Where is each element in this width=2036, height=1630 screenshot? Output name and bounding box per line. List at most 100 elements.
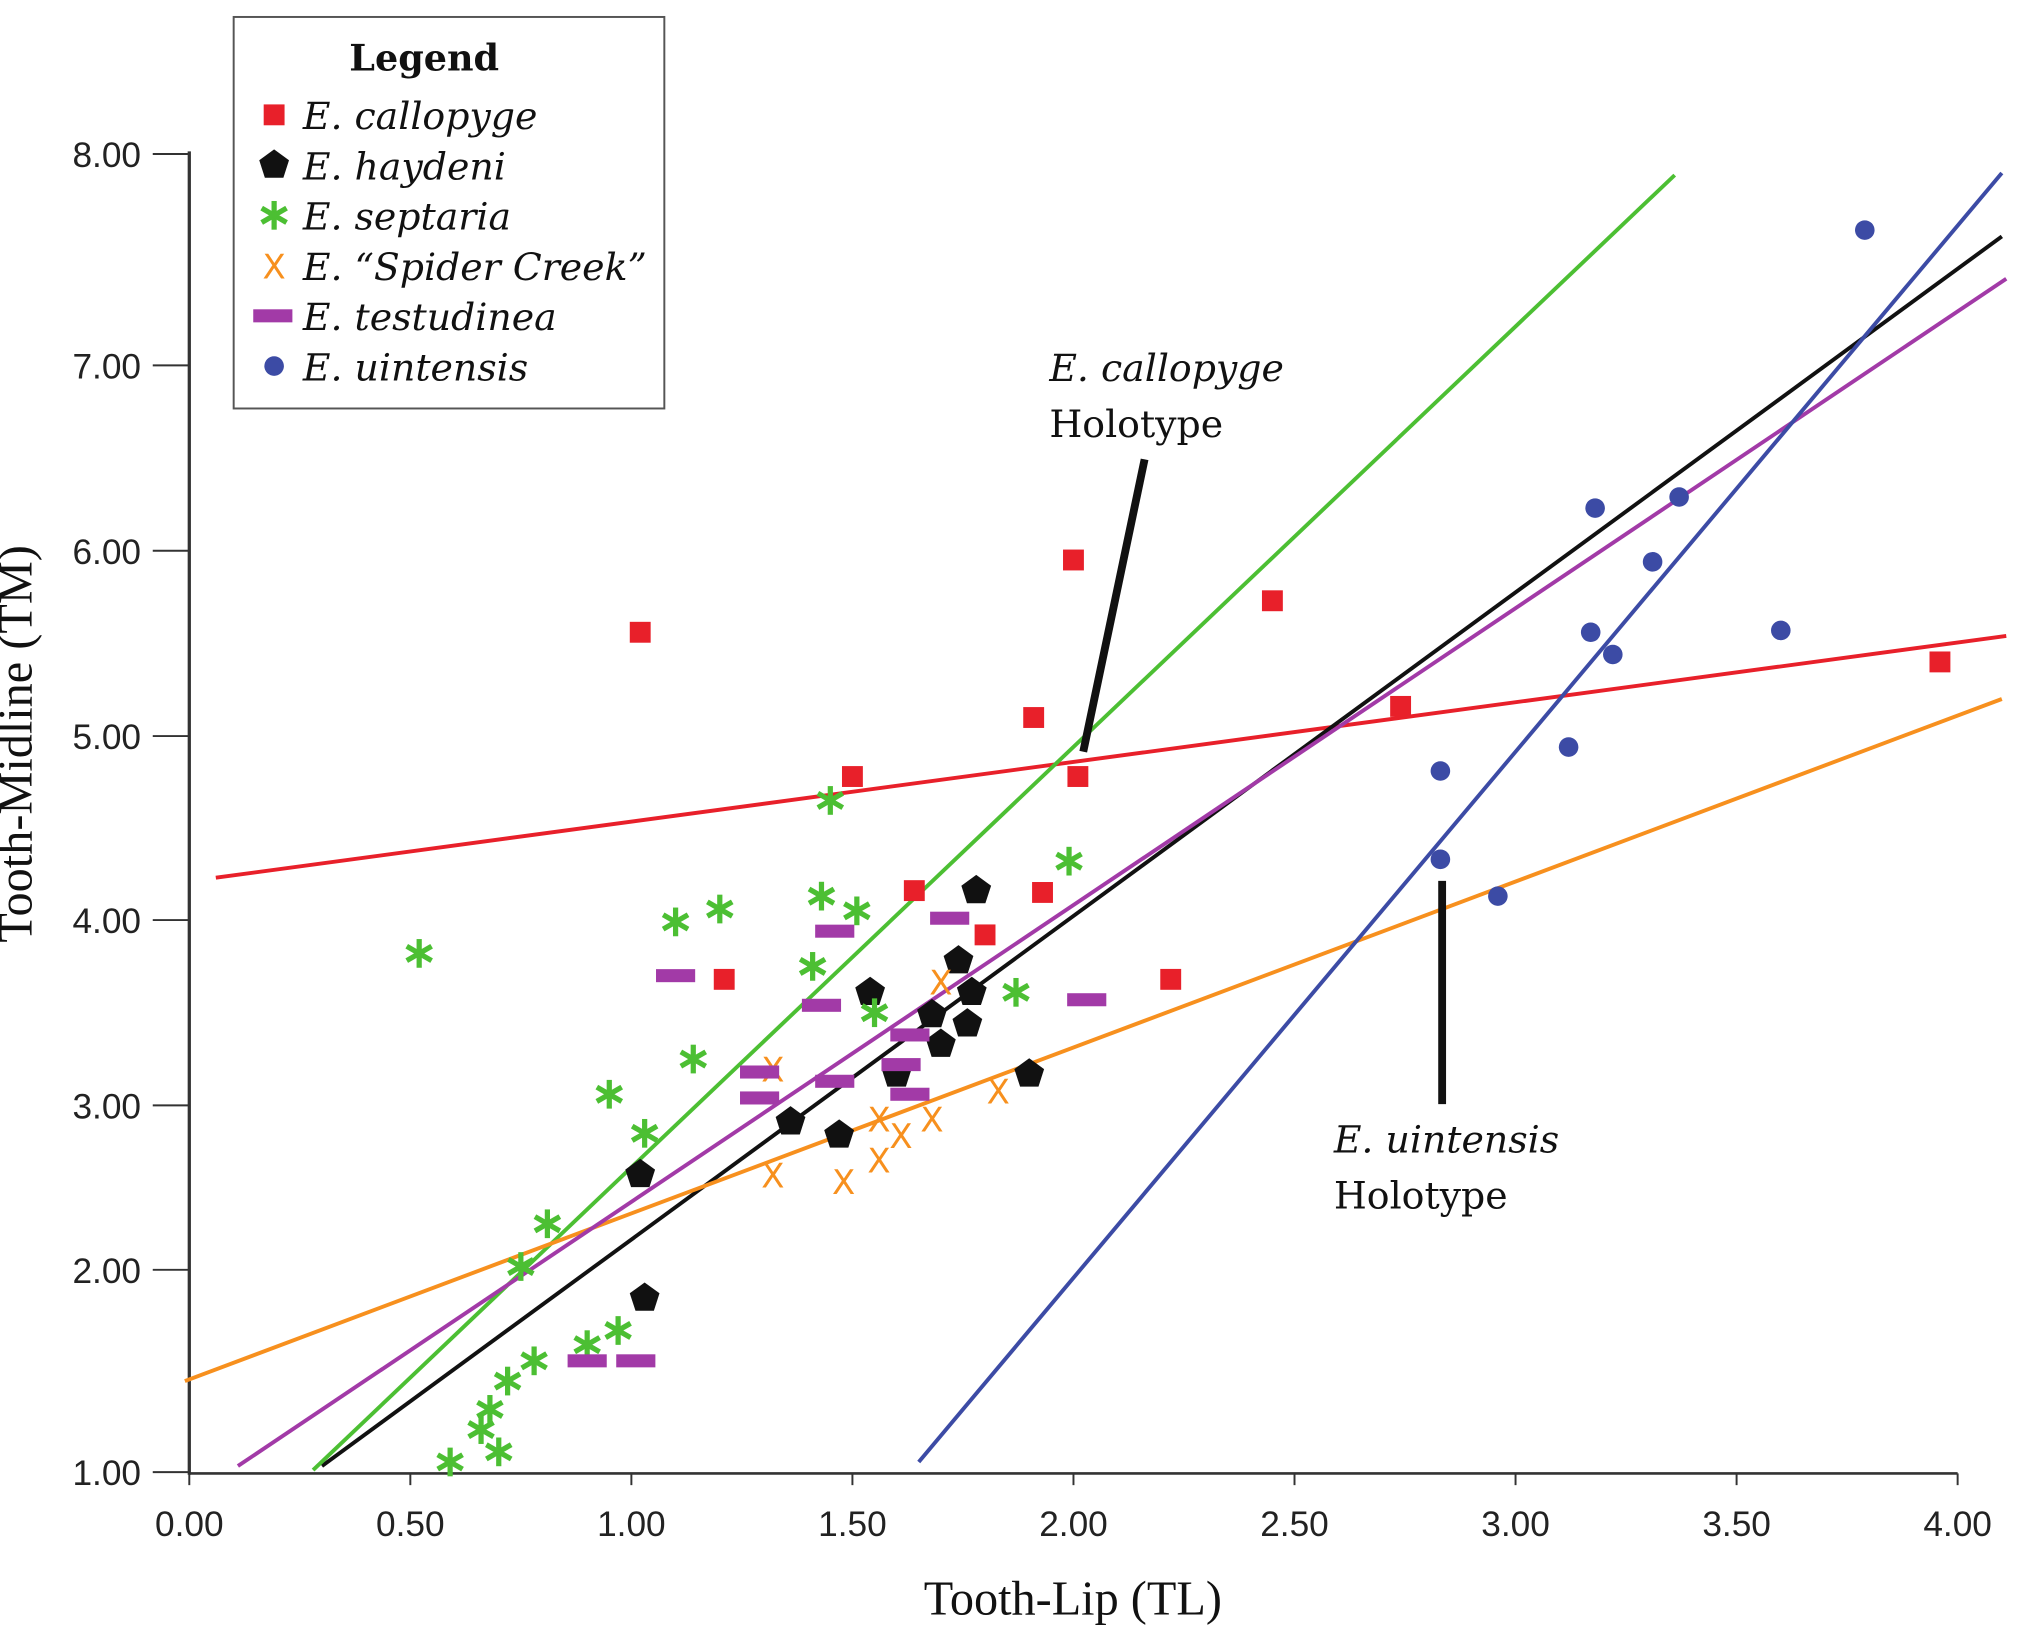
point-e-haydeni bbox=[952, 1008, 983, 1037]
legend-marker bbox=[253, 309, 293, 323]
asterisk-stroke bbox=[493, 1371, 522, 1391]
asterisk-stroke bbox=[476, 1399, 504, 1419]
point-e-testudinea bbox=[1067, 993, 1107, 1007]
annotation-pointer bbox=[1079, 458, 1149, 753]
x-tick-label: 3.00 bbox=[1481, 1505, 1550, 1544]
point-e-septaria bbox=[533, 1209, 562, 1239]
x-tick-label: 1.50 bbox=[818, 1505, 887, 1544]
asterisk-stroke bbox=[604, 1321, 632, 1340]
point-e-septaria bbox=[860, 998, 889, 1028]
point-e-septaria bbox=[520, 1346, 548, 1376]
asterisk-stroke bbox=[807, 886, 836, 906]
point-e-callopyge bbox=[1067, 766, 1089, 787]
point-e-uintensis bbox=[1430, 849, 1451, 870]
point-e-septaria bbox=[476, 1395, 504, 1424]
data-points: XXXXXXXXX bbox=[405, 220, 1951, 1477]
point-e-callopyge bbox=[1160, 968, 1182, 990]
point-e-spider-creek: X bbox=[987, 1074, 1010, 1113]
legend-marker bbox=[260, 200, 288, 230]
point-e-septaria bbox=[816, 786, 845, 815]
point-e-spider-creek: X bbox=[761, 1157, 784, 1196]
asterisk-stroke bbox=[816, 791, 845, 810]
asterisk-stroke bbox=[679, 1049, 708, 1069]
point-e-haydeni bbox=[925, 1028, 956, 1057]
point-e-testudinea bbox=[881, 1058, 921, 1072]
y-axis-label: Tooth-Midline (TM) bbox=[0, 545, 42, 942]
point-e-spider-creek: X bbox=[867, 1143, 890, 1182]
point-e-uintensis bbox=[1603, 644, 1623, 665]
annotation-species: E. uintensis bbox=[1333, 1117, 1559, 1161]
y-tick-label: 1.00 bbox=[72, 1454, 141, 1493]
asterisk-stroke bbox=[1055, 851, 1083, 871]
asterisk-stroke bbox=[507, 1257, 535, 1276]
point-e-septaria bbox=[798, 952, 827, 981]
point-e-callopyge bbox=[841, 766, 863, 787]
point-e-haydeni bbox=[956, 976, 987, 1006]
x-tick-label: 0.00 bbox=[155, 1505, 224, 1544]
y-tick-label: 3.00 bbox=[72, 1087, 141, 1126]
point-e-callopyge bbox=[974, 924, 996, 946]
asterisk-stroke bbox=[436, 1452, 464, 1472]
y-tick-label: 4.00 bbox=[72, 902, 141, 941]
point-e-testudinea bbox=[890, 1028, 930, 1042]
asterisk-stroke bbox=[630, 1123, 659, 1143]
legend: Legend E. callopyge E. haydeni E. septaria X… bbox=[232, 15, 666, 410]
point-e-septaria bbox=[493, 1366, 522, 1396]
x-axis-label: Tooth-Lip (TL) bbox=[924, 1572, 1222, 1625]
asterisk-stroke bbox=[595, 1084, 624, 1104]
point-e-septaria bbox=[485, 1437, 513, 1467]
asterisk-stroke bbox=[485, 1442, 513, 1462]
asterisk-stroke bbox=[573, 1335, 601, 1355]
point-e-septaria bbox=[1055, 846, 1083, 876]
point-e-septaria bbox=[706, 894, 734, 924]
point-e-uintensis bbox=[1488, 886, 1508, 906]
point-e-haydeni bbox=[917, 998, 947, 1028]
legend-marker bbox=[263, 104, 285, 126]
trend-line-e-callopyge bbox=[215, 634, 2007, 880]
asterisk-stroke bbox=[1002, 982, 1030, 1002]
point-e-septaria bbox=[843, 896, 871, 926]
point-e-testudinea bbox=[740, 1091, 780, 1105]
point-e-septaria bbox=[679, 1044, 708, 1074]
point-e-testudinea bbox=[815, 924, 855, 938]
x-tick-label: 3.50 bbox=[1702, 1505, 1771, 1544]
legend-entry: E. uintensis bbox=[302, 345, 528, 389]
legend-entry: E. “Spider Creek” bbox=[302, 245, 647, 289]
trend-lines bbox=[184, 171, 2008, 1472]
point-e-uintensis bbox=[1430, 761, 1451, 781]
point-e-uintensis bbox=[1585, 498, 1605, 518]
trend-line-e-spider-creek bbox=[184, 697, 2003, 1383]
point-e-haydeni bbox=[943, 945, 974, 974]
point-e-septaria bbox=[436, 1447, 464, 1477]
point-e-testudinea bbox=[890, 1087, 930, 1101]
asterisk-stroke bbox=[843, 901, 871, 921]
point-e-spider-creek: X bbox=[867, 1102, 890, 1141]
point-e-septaria bbox=[807, 881, 836, 911]
axes: 1.00 2.00 3.00 4.00 5.00 6.00 7.00 8.00 0.00 0.50… bbox=[72, 136, 1991, 1544]
asterisk-stroke bbox=[706, 899, 734, 919]
annotation-label: Holotype bbox=[1334, 1173, 1508, 1217]
annotations: E. callopyge Holotype E. uintensis Holotype bbox=[1048, 346, 1559, 1217]
asterisk-stroke bbox=[860, 1003, 889, 1023]
y-tick-label: 7.00 bbox=[72, 347, 141, 386]
point-e-callopyge bbox=[1063, 549, 1084, 571]
point-e-uintensis bbox=[1855, 220, 1875, 240]
point-e-spider-creek: X bbox=[832, 1164, 855, 1203]
trend-line-e-septaria bbox=[311, 173, 1677, 1472]
legend-entry: E. haydeni bbox=[302, 144, 506, 188]
trend-line-e-testudinea bbox=[236, 277, 2008, 1468]
point-e-testudinea bbox=[930, 911, 970, 925]
point-e-callopyge bbox=[629, 621, 651, 643]
legend-marker bbox=[264, 356, 284, 376]
point-e-haydeni bbox=[961, 874, 992, 904]
x-tick-label: 2.50 bbox=[1260, 1505, 1329, 1544]
point-e-spider-creek: X bbox=[929, 964, 952, 1003]
y-tick-label: 5.00 bbox=[72, 718, 141, 757]
trend-line-e-haydeni bbox=[320, 234, 2003, 1468]
legend-marker: X bbox=[262, 249, 285, 288]
point-e-callopyge bbox=[1261, 590, 1283, 612]
asterisk-stroke bbox=[260, 205, 288, 225]
point-e-spider-creek: X bbox=[920, 1102, 943, 1141]
